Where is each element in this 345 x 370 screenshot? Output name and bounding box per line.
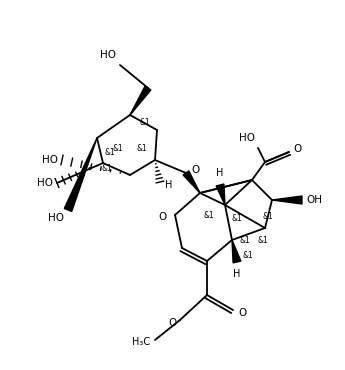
Text: O: O [293, 144, 301, 154]
Text: &1: &1 [137, 144, 147, 152]
Polygon shape [130, 86, 151, 115]
Text: &1: &1 [102, 164, 112, 172]
Text: H₃C: H₃C [132, 337, 150, 347]
Polygon shape [232, 240, 241, 263]
Polygon shape [64, 138, 97, 212]
Text: HO: HO [37, 178, 53, 188]
Polygon shape [216, 184, 225, 205]
Text: O: O [159, 212, 167, 222]
Text: O: O [238, 308, 246, 318]
Text: &1: &1 [204, 211, 214, 219]
Polygon shape [272, 196, 302, 204]
Text: &1: &1 [140, 118, 150, 127]
Text: HO: HO [239, 133, 255, 143]
Polygon shape [183, 171, 200, 193]
Text: O: O [191, 165, 199, 175]
Text: H: H [216, 168, 224, 178]
Text: O: O [169, 318, 177, 328]
Text: &1: &1 [263, 212, 273, 221]
Text: &1: &1 [105, 148, 115, 157]
Text: &1: &1 [243, 250, 253, 259]
Text: OH: OH [306, 195, 322, 205]
Text: HO: HO [100, 50, 116, 60]
Text: &1: &1 [112, 144, 124, 152]
Text: &1: &1 [258, 235, 268, 245]
Text: &1: &1 [240, 235, 250, 245]
Text: HO: HO [42, 155, 58, 165]
Text: &1: &1 [231, 213, 243, 222]
Text: HO: HO [48, 213, 64, 223]
Text: H: H [165, 180, 172, 190]
Text: H: H [233, 269, 241, 279]
